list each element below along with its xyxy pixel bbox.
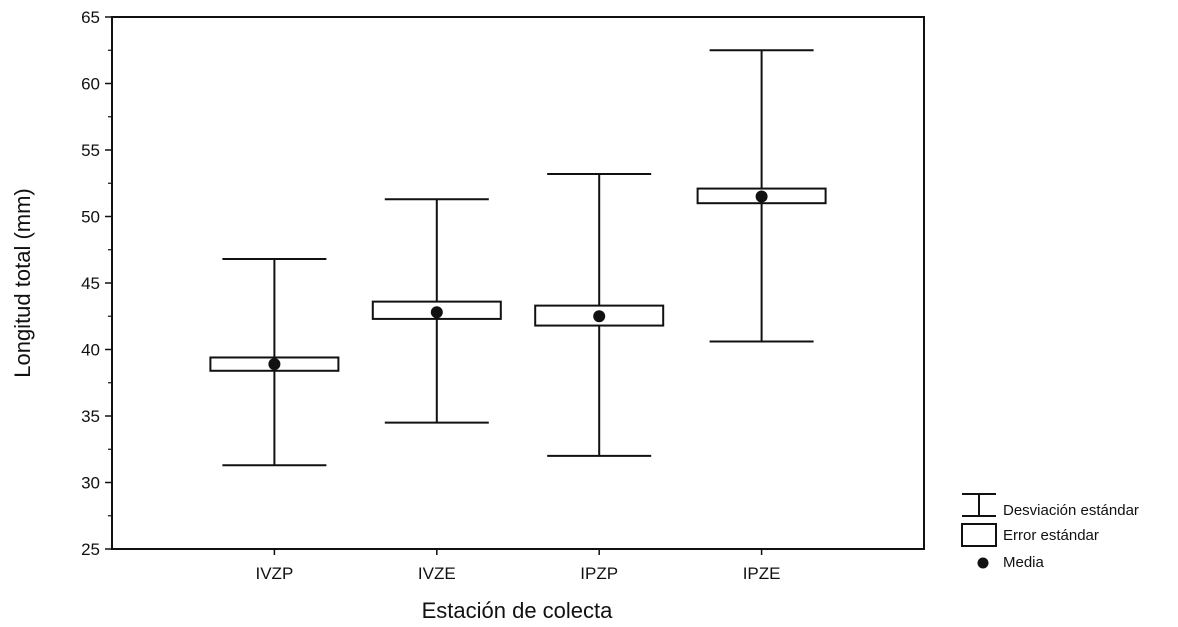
y-axis-title: Longitud total (mm) xyxy=(10,188,35,378)
x-tick-label: IPZP xyxy=(580,564,618,583)
x-axis-ticks: IVZP IVZE IPZP IPZE xyxy=(256,549,781,583)
plot-series xyxy=(209,49,827,467)
y-tick-label: 60 xyxy=(81,75,100,94)
legend-mean-symbol xyxy=(977,557,989,569)
x-tick-label: IVZP xyxy=(256,564,294,583)
x-tick-label: IPZE xyxy=(743,564,781,583)
category-group xyxy=(534,172,665,457)
y-tick-label: 40 xyxy=(81,341,100,360)
legend: Desviación estándar Error estándar Media xyxy=(961,493,1139,571)
category-group xyxy=(696,49,827,343)
category-group xyxy=(371,198,502,424)
x-axis-title: Estación de colecta xyxy=(422,598,614,623)
category-group xyxy=(209,258,340,467)
legend-se-label: Error estándar xyxy=(1003,527,1099,544)
mean-point xyxy=(755,190,768,203)
legend-se-symbol xyxy=(961,523,997,547)
y-tick-label: 35 xyxy=(81,407,100,426)
x-tick-label: IVZE xyxy=(418,564,456,583)
y-tick-label: 50 xyxy=(81,208,100,227)
legend-sd-symbol xyxy=(962,493,996,517)
y-axis-ticks: 25 30 35 40 45 50 55 60 65 xyxy=(81,8,112,559)
y-tick-label: 45 xyxy=(81,274,100,293)
y-tick-label: 25 xyxy=(81,540,100,559)
y-tick-label: 55 xyxy=(81,141,100,160)
mean-point xyxy=(430,306,443,319)
y-tick-label: 30 xyxy=(81,474,100,493)
legend-mean-label: Media xyxy=(1003,554,1045,571)
mean-point xyxy=(268,358,281,371)
plot-frame xyxy=(111,16,925,550)
y-tick-label: 65 xyxy=(81,8,100,27)
mean-point xyxy=(593,310,606,323)
legend-sd-label: Desviación estándar xyxy=(1003,502,1139,519)
